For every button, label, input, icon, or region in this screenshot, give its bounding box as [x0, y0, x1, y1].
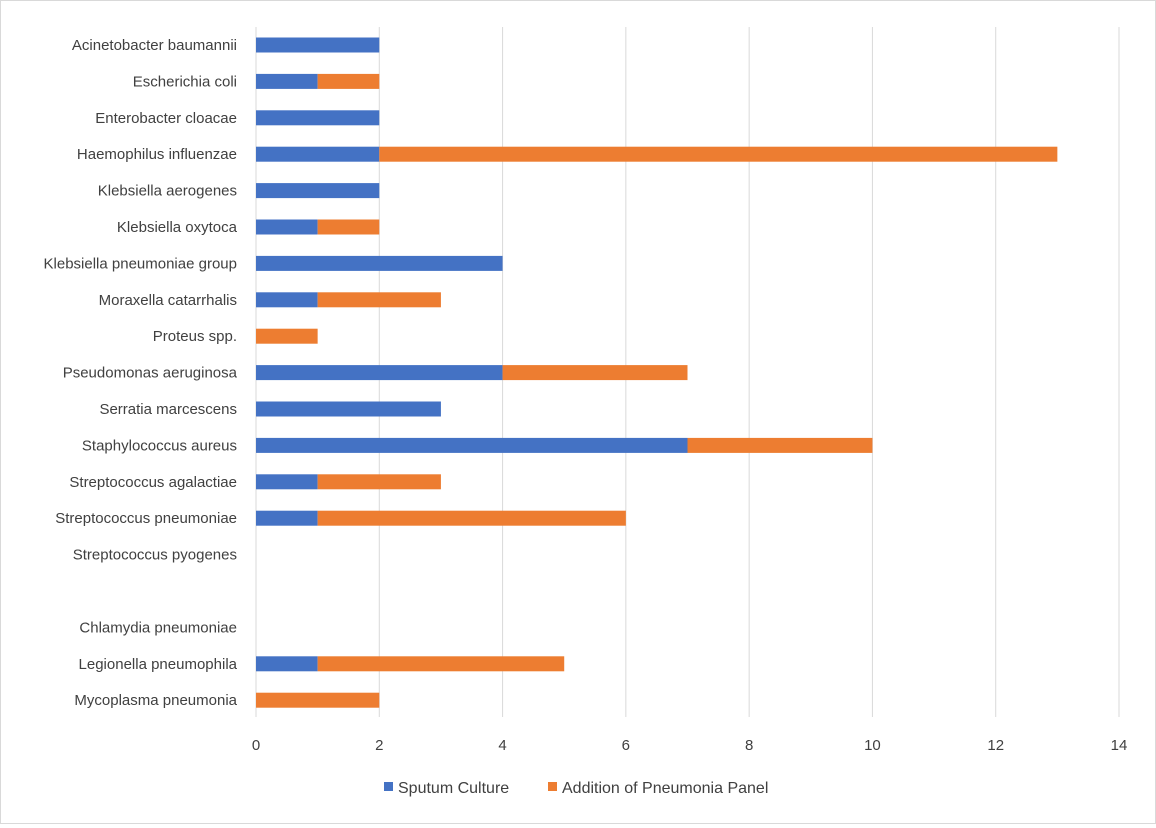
- x-tick-label: 0: [252, 737, 260, 754]
- bar-segment-pneumonia-panel: [317, 73, 380, 89]
- bar-segment-sputum-culture: [256, 255, 503, 271]
- bar-segment-sputum-culture: [256, 437, 688, 453]
- category-label: Proteus spp.: [153, 328, 237, 345]
- x-tick-label: 14: [1111, 737, 1128, 754]
- bar-segment-sputum-culture: [256, 146, 380, 162]
- category-label: Chlamydia pneumoniae: [79, 619, 237, 636]
- category-label: Mycoplasma pneumonia: [74, 692, 237, 709]
- x-axis-tick-labels: 0 2 4 6 8 10 12 14: [252, 737, 1128, 754]
- category-label: Streptococcus pyogenes: [73, 547, 237, 564]
- category-label: Acinetobacter baumannii: [72, 37, 237, 54]
- category-label: Serratia marcescens: [99, 401, 237, 418]
- bar-segment-sputum-culture: [256, 183, 380, 199]
- legend-swatch: [384, 782, 393, 791]
- category-labels: Acinetobacter baumannii Escherichia coli E…: [44, 37, 238, 709]
- category-label: Klebsiella aerogenes: [98, 183, 237, 200]
- category-label: Moraxella catarrhalis: [99, 292, 237, 309]
- bar-segment-sputum-culture: [256, 401, 441, 417]
- legend-swatch: [548, 782, 557, 791]
- legend-label: Sputum Culture: [398, 780, 509, 797]
- category-label: Klebsiella pneumoniae group: [44, 255, 237, 272]
- bar-segment-sputum-culture: [256, 292, 318, 308]
- bar-segment-pneumonia-panel: [317, 656, 565, 672]
- bar-segment-pneumonia-panel: [687, 437, 873, 453]
- category-label: Haemophilus influenzae: [77, 146, 237, 163]
- category-label: Streptococcus pneumoniae: [55, 510, 237, 527]
- bar-segment-sputum-culture: [256, 474, 318, 490]
- bar-segment-sputum-culture: [256, 510, 318, 526]
- bars: [256, 37, 1058, 708]
- bar-segment-pneumonia-panel: [317, 292, 441, 308]
- category-label: Streptococcus agalactiae: [69, 474, 237, 491]
- category-label: Enterobacter cloacae: [95, 110, 237, 127]
- bar-segment-pneumonia-panel: [317, 510, 626, 526]
- bar-segment-sputum-culture: [256, 219, 318, 235]
- bar-segment-sputum-culture: [256, 110, 380, 126]
- x-tick-label: 6: [622, 737, 630, 754]
- category-label: Escherichia coli: [133, 73, 237, 90]
- bar-segment-pneumonia-panel: [317, 219, 380, 235]
- x-tick-label: 4: [498, 737, 506, 754]
- x-tick-label: 8: [745, 737, 753, 754]
- legend-label: Addition of Pneumonia Panel: [562, 780, 768, 797]
- category-label: Klebsiella oxytoca: [117, 219, 238, 236]
- bar-segment-sputum-culture: [256, 365, 503, 381]
- bar-segment-pneumonia-panel: [256, 328, 318, 344]
- legend: Sputum Culture Addition of Pneumonia Pane…: [384, 780, 768, 797]
- bar-segment-pneumonia-panel: [256, 692, 380, 708]
- bar-segment-sputum-culture: [256, 656, 318, 672]
- x-tick-label: 10: [864, 737, 881, 754]
- x-tick-label: 2: [375, 737, 383, 754]
- bar-segment-pneumonia-panel: [502, 365, 688, 381]
- bar-segment-pneumonia-panel: [317, 474, 441, 490]
- bar-segment-pneumonia-panel: [379, 146, 1058, 162]
- category-label: Legionella pneumophila: [79, 656, 238, 673]
- category-label: Pseudomonas aeruginosa: [63, 365, 238, 382]
- bar-segment-sputum-culture: [256, 73, 318, 89]
- bar-segment-sputum-culture: [256, 37, 380, 53]
- x-tick-label: 12: [987, 737, 1004, 754]
- category-label: Staphylococcus aureus: [82, 437, 237, 454]
